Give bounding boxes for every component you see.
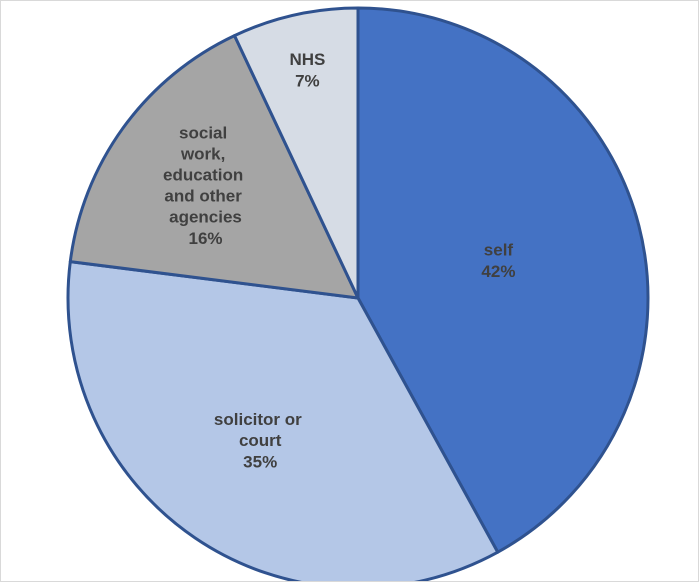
slice-value-label: 7% bbox=[295, 72, 320, 91]
pie-slice bbox=[68, 34, 360, 300]
slice-label: self bbox=[484, 241, 514, 260]
slice-value-label: 35% bbox=[243, 452, 277, 471]
slice-value-label: 42% bbox=[481, 262, 515, 281]
slice-value-label: 16% bbox=[188, 229, 222, 248]
slice-label: NHS bbox=[289, 51, 325, 70]
pie-slice bbox=[233, 6, 360, 300]
pie: self 42% solicitor or court 35% social work,… bbox=[66, 6, 650, 581]
pie-slice bbox=[66, 260, 500, 581]
pie-slice bbox=[356, 6, 650, 554]
slice-label: solicitor or court bbox=[214, 410, 307, 450]
slice-label: social work, education and other agencie… bbox=[163, 124, 248, 227]
